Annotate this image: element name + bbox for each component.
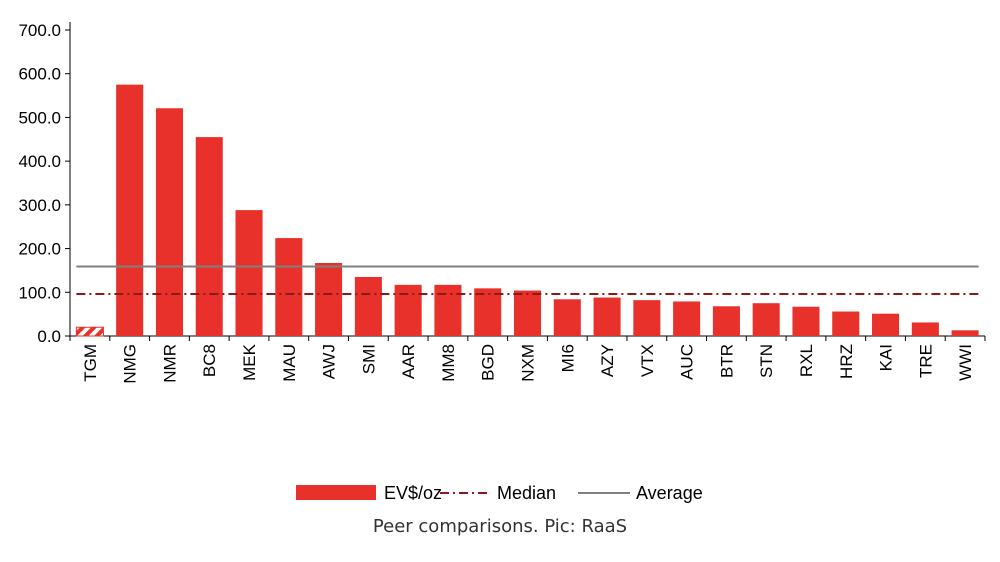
x-tick-label: SMI bbox=[359, 344, 378, 374]
bar-awj bbox=[315, 262, 343, 336]
bar-bgd bbox=[474, 288, 502, 336]
x-tick-label: TGM bbox=[81, 344, 100, 382]
reference-lines bbox=[76, 265, 979, 296]
legend-label-median: Median bbox=[497, 483, 556, 503]
x-tick-label: WWI bbox=[956, 344, 975, 381]
y-tick-label: 400.0 bbox=[18, 152, 61, 171]
x-tick-label: MEK bbox=[240, 343, 259, 381]
bar-kai bbox=[872, 313, 900, 336]
legend: EV$/oz Median Average bbox=[296, 483, 703, 503]
y-tick-label: 600.0 bbox=[18, 65, 61, 84]
legend-label-ev: EV$/oz bbox=[384, 483, 442, 503]
x-tick-label: NXM bbox=[519, 344, 538, 382]
chart-caption: Peer comparisons. Pic: RaaS bbox=[372, 516, 628, 537]
bar-auc bbox=[673, 301, 701, 336]
y-tick-label: 500.0 bbox=[18, 108, 61, 127]
bar-rxl bbox=[792, 306, 820, 336]
y-tick-label: 100.0 bbox=[18, 283, 61, 302]
axes: 0.0 100.0 200.0 300.0 400.0 500.0 600.0 700.0 TG… bbox=[18, 21, 986, 384]
bar-bc8 bbox=[195, 137, 223, 336]
y-tick-label: 0.0 bbox=[37, 327, 61, 346]
legend-swatch-ev bbox=[296, 485, 376, 500]
bar-tre bbox=[911, 322, 939, 336]
bar-mek bbox=[235, 210, 263, 336]
bar-btr bbox=[712, 306, 740, 336]
x-tick-label: MI6 bbox=[558, 344, 577, 372]
x-tick-label: NMG bbox=[121, 344, 140, 384]
x-tick-label: AUC bbox=[678, 344, 697, 380]
x-tick-label: KAI bbox=[877, 344, 896, 371]
bar-aar bbox=[394, 284, 422, 336]
bar-mm8 bbox=[434, 284, 462, 336]
legend-label-average: Average bbox=[636, 483, 703, 503]
bar-tgm bbox=[75, 326, 104, 337]
bar-hrz bbox=[832, 311, 860, 336]
bar-nmr bbox=[155, 108, 183, 337]
bar-mi6 bbox=[553, 299, 581, 336]
bar-wwi bbox=[951, 330, 979, 336]
x-tick-label: RXL bbox=[797, 344, 816, 377]
x-tick-label: AAR bbox=[399, 344, 418, 379]
x-tick-label: AZY bbox=[598, 344, 617, 377]
x-tick-label: STN bbox=[757, 344, 776, 378]
bar-stn bbox=[752, 303, 780, 336]
x-tick-label: VTX bbox=[638, 344, 657, 377]
x-tick-label: AWJ bbox=[320, 344, 339, 379]
x-tick-label: BC8 bbox=[200, 344, 219, 377]
x-tick-label: HRZ bbox=[837, 344, 856, 379]
bar-smi bbox=[354, 276, 382, 336]
bars bbox=[75, 84, 979, 337]
y-tick-label: 200.0 bbox=[18, 240, 61, 259]
bar-azy bbox=[593, 297, 621, 336]
y-tick-label: 700.0 bbox=[18, 21, 61, 40]
y-tick-label: 300.0 bbox=[18, 196, 61, 215]
x-tick-label: MM8 bbox=[439, 344, 458, 382]
x-tick-label: MAU bbox=[280, 344, 299, 382]
x-tick-label: TRE bbox=[916, 344, 935, 378]
bar-vtx bbox=[633, 300, 661, 336]
bar-nxm bbox=[513, 290, 542, 336]
x-tick-label: NMR bbox=[160, 344, 179, 383]
bar-mau bbox=[275, 238, 303, 336]
x-tick-label: BGD bbox=[479, 344, 498, 381]
x-tick-label: BTR bbox=[717, 344, 736, 378]
bar-nmg bbox=[116, 84, 144, 337]
